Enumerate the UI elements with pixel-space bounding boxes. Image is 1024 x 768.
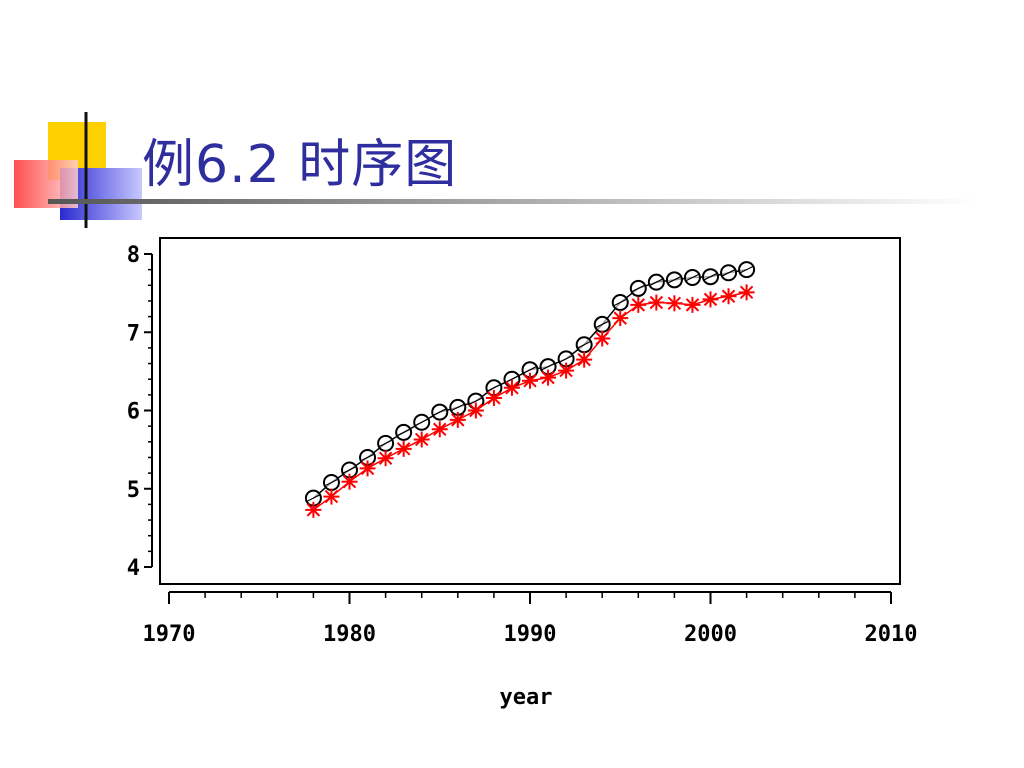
star-stroke: [541, 370, 555, 385]
star-stroke: [595, 331, 609, 346]
x-axis-title: year: [500, 685, 553, 710]
slide-title: 例6.2 时序图: [142, 135, 458, 195]
star-stroke: [559, 363, 573, 378]
data-point-circle-hatch: [595, 320, 609, 328]
data-point-circle-hatch: [740, 266, 753, 274]
star-stroke: [414, 432, 429, 447]
data-point-circle-hatch: [415, 418, 428, 426]
data-point-star: [503, 379, 520, 396]
data-point-circle-hatch: [451, 403, 465, 411]
y-tick-label: 4: [127, 556, 140, 581]
data-point-star: [540, 369, 557, 386]
star-stroke: [378, 451, 393, 465]
data-point-circle-hatch: [469, 397, 483, 405]
data-point-circle-hatch: [632, 284, 645, 292]
x-tick-label: 1970: [143, 622, 196, 647]
plot-frame: [159, 237, 901, 585]
data-point-circle-hatch: [668, 276, 681, 284]
data-point-circle-hatch: [541, 363, 555, 371]
star-stroke: [613, 311, 627, 325]
data-point-circle-hatch: [361, 453, 374, 461]
data-point-star: [738, 284, 755, 301]
data-point-circle-hatch: [487, 384, 501, 392]
data-point-star: [594, 330, 611, 347]
star-stroke: [523, 374, 537, 388]
data-point-circle-hatch: [686, 273, 699, 282]
data-point-star: [612, 310, 629, 327]
data-point-star: [449, 411, 466, 428]
star-stroke: [396, 442, 411, 456]
y-axis: 4 5 6 7 8: [127, 243, 153, 581]
data-point-circle-hatch: [559, 355, 573, 363]
data-point-circle-hatch: [523, 366, 537, 374]
x-tick-label: 1980: [323, 622, 376, 647]
data-point-star: [323, 488, 340, 505]
star-stroke: [667, 296, 682, 311]
data-point-star: [395, 440, 412, 457]
star-stroke: [739, 285, 754, 300]
star-stroke: [306, 503, 321, 517]
star-stroke: [469, 403, 483, 418]
data-point-star: [467, 402, 484, 419]
data-point-star: [359, 460, 376, 477]
data-point-star: [702, 291, 719, 308]
data-point-circle-hatch: [577, 341, 591, 349]
data-point-star: [558, 362, 575, 379]
star-stroke: [703, 292, 718, 307]
y-tick-label: 6: [127, 400, 140, 425]
data-point-circle-hatch: [650, 278, 663, 286]
data-point-star: [305, 501, 322, 518]
data-point-star: [431, 421, 448, 438]
x-tick-label: 2010: [865, 622, 918, 647]
data-point-circle-hatch: [307, 494, 320, 502]
star-stroke: [649, 295, 664, 310]
star-stroke: [721, 289, 736, 303]
x-tick-label: 1990: [504, 622, 557, 647]
data-point-circle-hatch: [505, 375, 519, 383]
data-point-circle-hatch: [722, 269, 735, 277]
series-line: [312, 291, 747, 511]
data-point-star: [666, 295, 683, 312]
series-0: [304, 261, 756, 507]
star-stroke: [631, 298, 646, 312]
data-point-circle-hatch: [397, 428, 410, 436]
data-point-circle-hatch: [704, 273, 717, 281]
y-tick-label: 8: [127, 243, 140, 268]
star-stroke: [451, 413, 465, 427]
data-point-star: [648, 294, 665, 311]
data-point-star: [522, 372, 538, 389]
data-point-circle-hatch: [379, 439, 392, 447]
star-stroke: [505, 381, 519, 395]
star-stroke: [685, 298, 700, 312]
slide-decoration: [14, 112, 978, 228]
data-point-circle-hatch: [613, 298, 627, 307]
series-1: [305, 284, 755, 518]
y-tick-label: 5: [127, 478, 140, 503]
star-stroke: [342, 475, 357, 489]
data-point-circle-hatch: [433, 408, 447, 416]
data-point-circle-hatch: [325, 478, 338, 487]
data-point-star: [630, 296, 647, 313]
star-stroke: [433, 422, 447, 436]
data-point-star: [377, 450, 394, 467]
data-point-star: [413, 431, 430, 448]
data-point-star: [341, 473, 358, 490]
data-point-star: [485, 389, 502, 406]
star-stroke: [360, 461, 375, 476]
title-rule: [48, 199, 978, 204]
y-tick-label: 7: [127, 321, 140, 346]
data-point-circle-hatch: [343, 466, 356, 474]
data-point-star: [684, 296, 701, 313]
data-point-star: [576, 351, 593, 368]
x-axis: 1970 1980 1990 2000 2010: [143, 591, 918, 647]
data-point-star: [720, 288, 737, 305]
star-stroke: [487, 391, 501, 405]
star-stroke: [577, 352, 591, 367]
star-stroke: [324, 489, 339, 504]
x-tick-label: 2000: [684, 622, 737, 647]
series-layer: [304, 261, 756, 518]
